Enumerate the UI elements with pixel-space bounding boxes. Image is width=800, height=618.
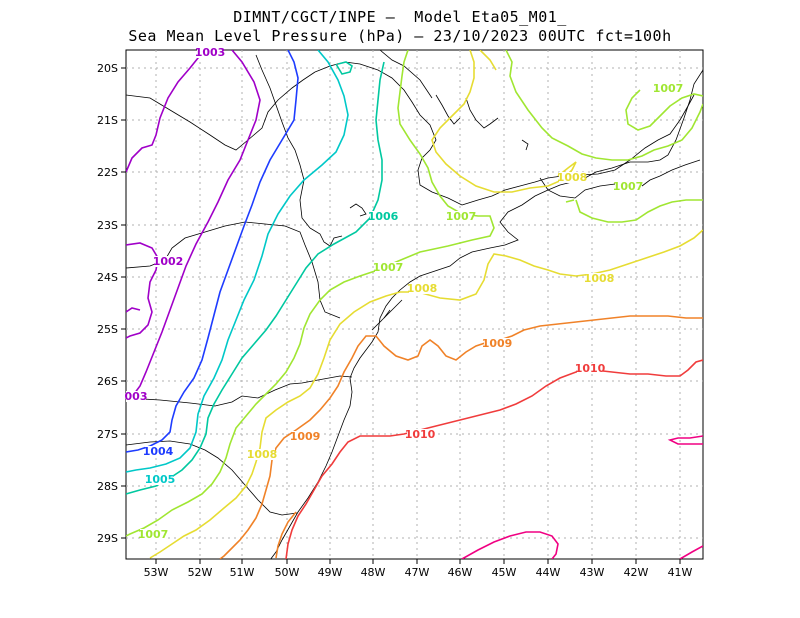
lon-label: 47W	[405, 566, 430, 579]
lon-label: 44W	[536, 566, 561, 579]
contour-label: 1009	[290, 430, 321, 443]
lon-label: 42W	[624, 566, 649, 579]
lat-label: 22S	[97, 166, 118, 179]
lat-label: 27S	[97, 428, 118, 441]
contour-label: 1006	[368, 210, 399, 223]
contour-label: 1009	[482, 337, 513, 350]
lon-label: 48W	[361, 566, 386, 579]
lon-label: 43W	[580, 566, 605, 579]
contour-label-bg	[615, 181, 641, 192]
contour-label: 1008	[247, 448, 278, 461]
lon-label: 46W	[448, 566, 473, 579]
lat-label: 28S	[97, 480, 118, 493]
contour-label-bg	[586, 273, 612, 284]
contour-label-bg	[140, 529, 166, 540]
lat-label: 20S	[97, 62, 118, 75]
contour-label: 1007	[138, 528, 169, 541]
lon-label: 41W	[668, 566, 693, 579]
lon-label: 53W	[144, 566, 169, 579]
contour-label: 1007	[446, 210, 477, 223]
contour-label-bg	[655, 83, 681, 94]
contour-label-bg	[448, 211, 474, 222]
map-title-line-1: DIMNT/CGCT/INPE – Model Eta05_M01_	[233, 8, 567, 26]
isobar-lines	[126, 50, 703, 559]
lat-label: 29S	[97, 532, 118, 545]
contour-label-bg	[197, 47, 223, 58]
contour-label-bg	[484, 338, 510, 349]
contour-label: 1008	[584, 272, 615, 285]
contour-label-bg	[375, 262, 401, 273]
contour-label: 1010	[575, 362, 606, 375]
lat-label: 24S	[97, 271, 118, 284]
contour-label-bg	[147, 474, 173, 485]
contour-label-bg	[292, 431, 318, 442]
plot-frame	[125, 49, 704, 560]
coastline-borders	[126, 50, 703, 559]
contour-label: 1007	[373, 261, 404, 274]
contour-label-bg	[409, 283, 435, 294]
contour-label-bg	[577, 363, 603, 374]
contour-label: 1002	[153, 255, 184, 268]
contour-label-bg	[407, 429, 433, 440]
lat-label: 23S	[97, 219, 118, 232]
lat-label: 25S	[97, 323, 118, 336]
contour-label: 1003	[195, 46, 226, 59]
contour-label: 1007	[653, 82, 684, 95]
contour-label-bg	[155, 256, 181, 267]
lon-label: 49W	[318, 566, 343, 579]
lat-label: 21S	[97, 114, 118, 127]
contour-label: 003	[125, 390, 148, 403]
contour-label: 1008	[557, 171, 588, 184]
lon-label: 51W	[230, 566, 255, 579]
lat-label: 26S	[97, 375, 118, 388]
contour-labels: 1003100200310041005100610071007100710071…	[125, 46, 684, 541]
contour-label: 1010	[405, 428, 436, 441]
contour-label-bg	[145, 446, 171, 457]
lon-label: 52W	[188, 566, 213, 579]
contour-label-bg	[370, 211, 396, 222]
lon-label: 45W	[492, 566, 517, 579]
axis-ticks	[121, 67, 681, 564]
contour-label-bg	[559, 172, 585, 183]
map-title-line-2: Sea Mean Level Pressure (hPa) – 23/10/20…	[128, 27, 672, 45]
contour-label: 1007	[613, 180, 644, 193]
lon-label: 50W	[275, 566, 300, 579]
latitude-labels: 20S 21S 22S 23S 24S 25S 26S 27S 28S 29S	[97, 62, 118, 545]
contour-label: 1005	[145, 473, 176, 486]
contour-label-bg	[126, 391, 146, 402]
longitude-labels: 53W 52W 51W 50W 49W 48W 47W 46W 45W 44W 43W 42W 41W	[144, 566, 693, 579]
contour-label: 1004	[143, 445, 174, 458]
contour-label-bg	[249, 449, 275, 460]
contour-label: 1008	[407, 282, 438, 295]
